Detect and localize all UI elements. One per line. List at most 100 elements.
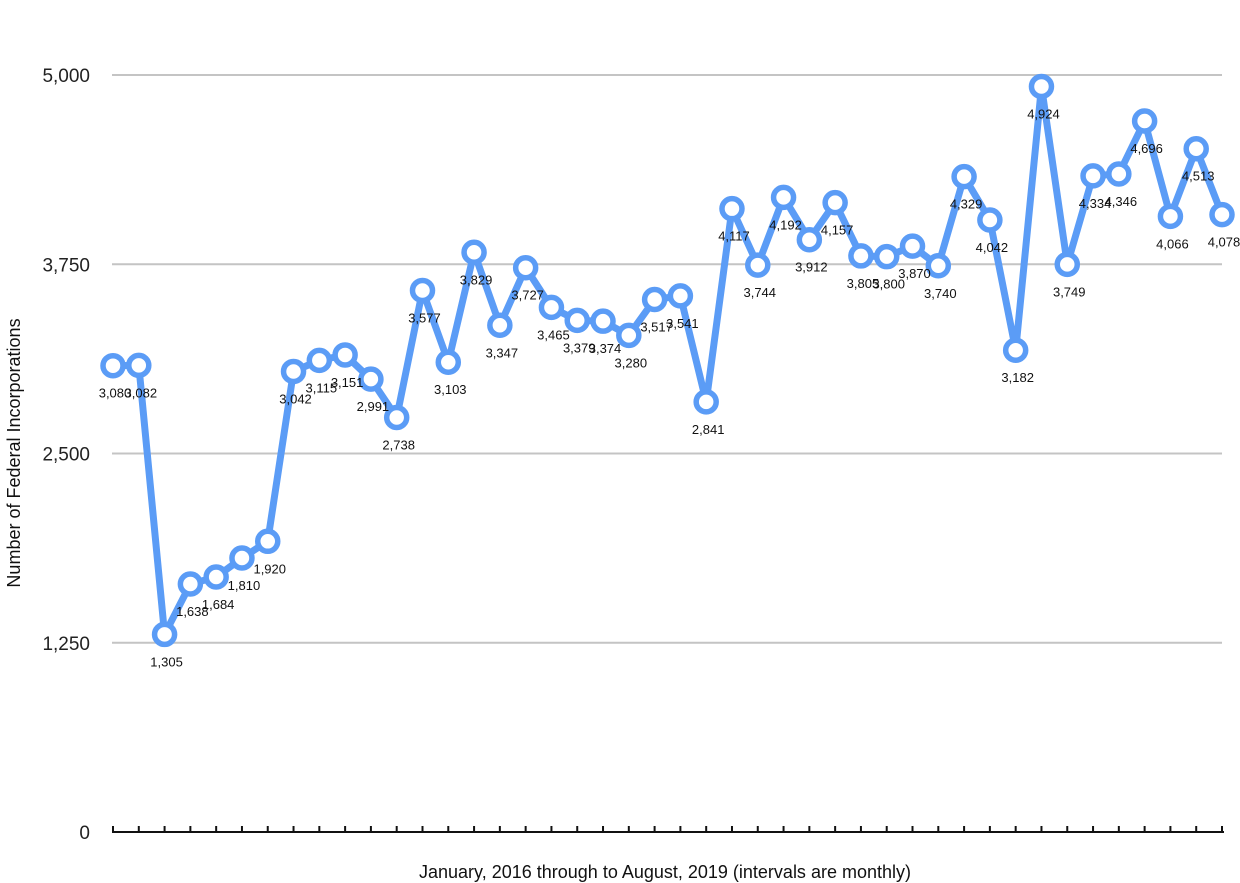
data-label: 3,577 (408, 310, 441, 325)
data-label: 3,744 (743, 285, 776, 300)
data-point (435, 349, 462, 375)
data-label: 3,727 (511, 288, 544, 303)
data-point (383, 404, 410, 431)
data-label: 1,305 (150, 654, 183, 669)
data-label: 3,805 (847, 276, 880, 291)
data-label: 3,082 (125, 385, 158, 400)
data-label: 4,696 (1130, 141, 1163, 156)
y-tick-label: 2,500 (42, 445, 90, 466)
y-tick-label: 0 (79, 823, 90, 844)
data-point (951, 163, 977, 190)
data-point (899, 233, 926, 259)
data-label: 4,334 (1079, 196, 1112, 211)
data-point (151, 621, 178, 648)
data-point (126, 352, 152, 379)
data-label: 3,870 (898, 266, 931, 281)
y-tick-label: 1,250 (42, 634, 90, 655)
data-point (564, 307, 590, 334)
data-point (616, 322, 642, 349)
data-point (590, 308, 616, 334)
data-label: 4,078 (1208, 235, 1240, 250)
data-label: 2,991 (357, 399, 390, 414)
data-point (977, 207, 1003, 233)
data-label: 3,800 (872, 277, 905, 292)
data-label: 4,346 (1105, 194, 1138, 209)
data-point (1028, 73, 1055, 100)
data-label: 4,329 (950, 197, 983, 212)
data-label: 4,192 (769, 217, 802, 232)
data-label: 3,042 (279, 391, 312, 406)
data-label: 4,513 (1182, 169, 1215, 184)
data-point (177, 571, 204, 597)
data-point (796, 226, 823, 253)
data-label: 1,810 (228, 578, 261, 593)
data-point (1054, 251, 1081, 278)
data-point (487, 312, 513, 339)
data-label: 3,347 (486, 345, 519, 360)
data-points (100, 73, 1235, 648)
data-point (203, 564, 229, 590)
data-point (770, 184, 797, 211)
data-label: 4,066 (1156, 236, 1189, 251)
data-point (229, 545, 255, 571)
data-label: 3,740 (924, 286, 957, 301)
data-point (1106, 161, 1132, 187)
data-label: 3,103 (434, 382, 467, 397)
data-label: 2,738 (382, 437, 415, 452)
data-point (641, 286, 668, 313)
data-label: 1,920 (253, 561, 286, 576)
data-label: 3,517 (640, 320, 673, 335)
data-label: 1,684 (202, 597, 235, 612)
x-axis-title: January, 2016 through to August, 2019 (i… (419, 862, 911, 882)
data-point (358, 366, 384, 392)
data-point (1183, 135, 1209, 162)
data-label: 3,280 (615, 355, 648, 370)
data-point (719, 195, 745, 222)
data-label: 3,115 (306, 380, 338, 395)
data-label: 3,749 (1053, 284, 1086, 299)
data-point (1002, 337, 1029, 363)
data-point (1209, 201, 1235, 228)
y-axis-ticks: 0 1,250 2,500 3,750 5,000 (42, 66, 90, 844)
data-label: 4,157 (821, 223, 854, 238)
series-line (109, 83, 1226, 638)
data-point (822, 189, 848, 216)
data-point (538, 294, 565, 321)
data-point (925, 253, 952, 279)
data-label: 1,638 (176, 604, 209, 619)
data-point (873, 243, 900, 270)
data-point (280, 358, 307, 385)
y-tick-label: 3,750 (42, 255, 90, 276)
data-label: 3,465 (537, 327, 570, 342)
x-axis (112, 826, 1224, 833)
data-label: 4,924 (1027, 107, 1060, 122)
data-label: 3,080 (99, 386, 132, 401)
data-point (100, 352, 126, 379)
data-point (512, 254, 539, 281)
data-point (461, 239, 487, 266)
data-point (848, 243, 874, 269)
data-point (693, 389, 719, 415)
data-label: 3,912 (795, 260, 828, 275)
y-tick-label: 5,000 (42, 66, 90, 87)
data-label: 4,042 (976, 240, 1009, 255)
data-label: 3,182 (1001, 370, 1034, 385)
data-point (254, 528, 281, 555)
y-axis-title: Number of Federal Incorporations (4, 318, 24, 587)
data-point (306, 347, 333, 374)
data-label: 3,379 (563, 340, 596, 355)
data-label: 3,374 (589, 341, 622, 356)
data-point (667, 283, 694, 309)
data-point (1080, 163, 1106, 189)
data-point (745, 252, 771, 278)
data-point (332, 342, 358, 368)
data-point (1131, 108, 1158, 134)
data-label: 3,829 (460, 272, 493, 287)
data-label: 3,151 (331, 375, 364, 390)
data-label: 2,841 (692, 422, 725, 437)
data-label: 3,541 (666, 316, 699, 331)
data-point (1157, 203, 1184, 230)
data-label: 4,117 (718, 229, 750, 244)
